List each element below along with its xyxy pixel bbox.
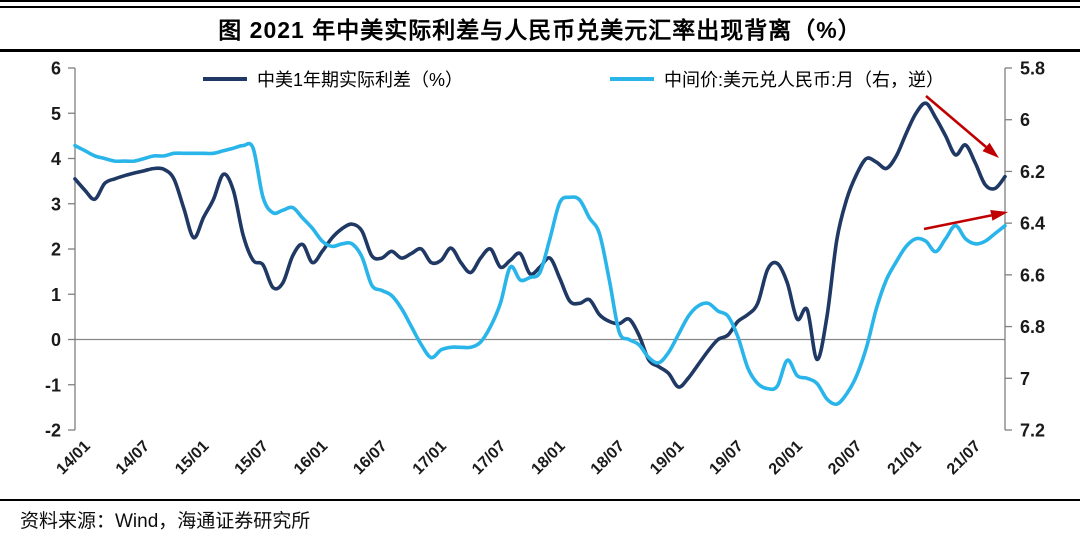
arrow-to-usdcny-icon <box>990 209 1008 221</box>
top-border-line-outer <box>0 0 1080 2</box>
right-axis-tick-label: 7.2 <box>1020 421 1045 441</box>
legend-line-swatch-navy <box>203 77 247 81</box>
x-axis-tick-label: 21/01 <box>885 438 925 478</box>
right-axis-tick-label: 6.8 <box>1020 317 1045 337</box>
x-axis-tick-label: 16/01 <box>291 438 331 478</box>
x-axis-tick-label: 15/07 <box>232 438 272 478</box>
left-axis-tick-label: -1 <box>45 375 61 395</box>
legend-label-rate-differential: 中美1年期实际利差（%） <box>257 70 464 90</box>
left-axis-tick-label: 4 <box>51 149 61 169</box>
left-axis-tick-label: 5 <box>51 104 61 124</box>
x-axis-tick-label: 18/01 <box>528 438 568 478</box>
left-axis-tick-label: 2 <box>51 240 61 260</box>
title-separator-line <box>0 49 1080 52</box>
x-axis-tick-label: 21/07 <box>944 438 984 478</box>
right-axis-tick-label: 5.8 <box>1020 59 1045 79</box>
top-border-line-inner <box>0 6 1080 8</box>
x-axis-tick-label: 15/01 <box>172 438 212 478</box>
right-axis-tick-label: 6.4 <box>1020 214 1045 234</box>
footer-separator-line <box>0 499 1080 501</box>
data-source-note: 资料来源：Wind，海通证券研究所 <box>20 511 311 532</box>
right-axis-tick-label: 7 <box>1020 369 1030 389</box>
arrow-to-rate-differential-icon <box>982 142 999 158</box>
legend-label-usdcny-parity: 中间价:美元兑人民币:月（右，逆） <box>664 70 945 90</box>
left-axis-tick-label: 6 <box>51 59 61 79</box>
left-axis-tick-label: 0 <box>51 330 61 350</box>
x-axis-tick-label: 14/07 <box>113 438 153 478</box>
series-line-usdcny-parity <box>73 141 1007 407</box>
x-axis-tick-label: 18/07 <box>588 438 628 478</box>
right-axis-tick-label: 6 <box>1020 110 1030 130</box>
right-axis-tick-label: 6.6 <box>1020 265 1045 285</box>
legend-item-rate-differential: 中美1年期实际利差（%） <box>203 66 463 92</box>
series-line-rate-differential <box>73 101 1007 389</box>
x-axis-tick-label: 20/07 <box>825 438 865 478</box>
left-axis-tick-label: 3 <box>51 194 61 214</box>
x-axis-tick-label: 19/01 <box>647 438 687 478</box>
left-axis-tick-label: 1 <box>51 285 61 305</box>
x-axis-tick-label: 16/07 <box>350 438 390 478</box>
annotation-arrow-shaft <box>925 95 987 148</box>
x-axis-tick-label: 14/01 <box>53 438 93 478</box>
annotation-arrow-shaft <box>923 214 992 231</box>
x-axis-tick-label: 19/07 <box>706 438 746 478</box>
chart-title: 图 2021 年中美实际利差与人民币兑美元汇率出现背离（%） <box>218 17 862 43</box>
x-axis-tick-label: 17/07 <box>469 438 509 478</box>
left-axis-tick-label: -2 <box>45 421 61 441</box>
right-axis-tick-label: 6.2 <box>1020 162 1045 182</box>
legend-line-swatch-lightblue <box>610 77 654 81</box>
legend-item-usdcny-parity: 中间价:美元兑人民币:月（右，逆） <box>610 66 944 92</box>
x-axis-tick-label: 20/01 <box>766 438 806 478</box>
x-axis-tick-label: 17/01 <box>410 438 450 478</box>
